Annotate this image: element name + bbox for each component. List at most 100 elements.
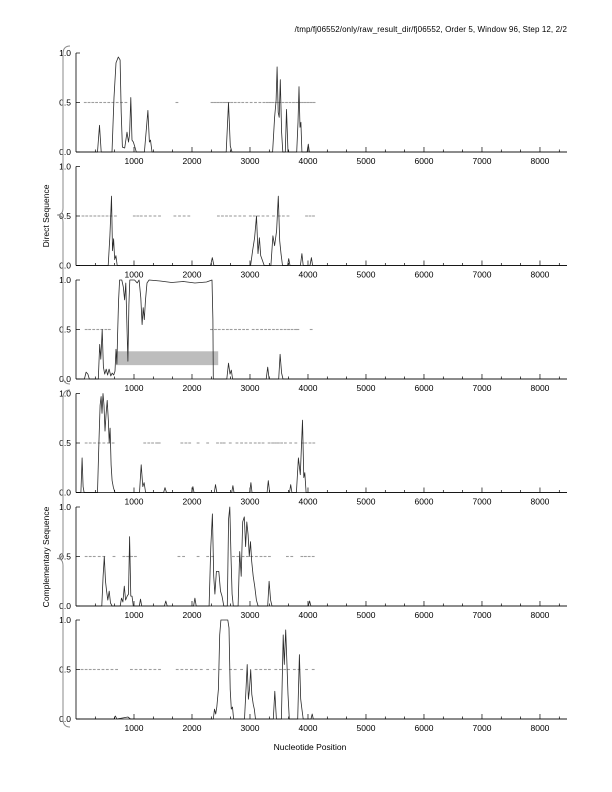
orf-marker — [95, 101, 98, 104]
x-tick-label: 5000 — [357, 383, 376, 393]
orf-marker — [240, 668, 243, 671]
orf-marker — [83, 101, 87, 104]
orf-marker — [216, 101, 220, 104]
orf-marker — [115, 668, 118, 671]
x-tick-label: 7000 — [473, 270, 492, 280]
orf-marker — [311, 555, 315, 558]
orf-marker — [283, 442, 287, 444]
orf-marker — [221, 328, 225, 331]
orf-marker — [222, 101, 226, 104]
orf-marker — [229, 215, 232, 217]
orf-marker — [87, 101, 91, 104]
orf-marker — [158, 215, 161, 217]
x-tick-label: 5000 — [357, 156, 376, 166]
orf-marker — [88, 328, 92, 331]
orf-marker — [132, 215, 136, 217]
y-tick-label: 1.0 — [59, 275, 71, 285]
x-tick-label: 6000 — [415, 497, 434, 507]
orf-marker — [130, 555, 134, 558]
probability-curve — [76, 279, 567, 380]
x-tick-label: 3000 — [241, 723, 260, 733]
orf-marker — [254, 101, 257, 104]
x-tick-label: 2000 — [183, 723, 202, 733]
orf-marker — [221, 215, 224, 217]
x-tick-label: 5000 — [357, 497, 376, 507]
orf-marker — [267, 442, 271, 444]
orf-marker — [187, 215, 191, 217]
y-tick-label: 0.0 — [59, 714, 71, 724]
orf-marker — [80, 668, 84, 671]
x-tick-label: 1000 — [125, 156, 144, 166]
y-tick-label: 0.0 — [59, 261, 71, 271]
orf-marker — [309, 328, 313, 331]
orf-marker — [236, 555, 240, 558]
x-tick-label: 6000 — [415, 270, 434, 280]
orf-marker — [84, 555, 88, 558]
probability-curve — [76, 56, 567, 153]
orf-marker — [112, 555, 116, 558]
orf-marker — [217, 328, 221, 331]
orf-marker — [288, 101, 292, 104]
orf-marker — [249, 442, 252, 444]
x-tick-label: 4000 — [299, 156, 318, 166]
orf-marker — [129, 668, 133, 671]
orf-marker — [93, 215, 97, 217]
y-tick-label: 0.5 — [59, 665, 71, 675]
y-tick-label: 0.0 — [59, 147, 71, 157]
orf-marker — [212, 668, 216, 671]
orf-marker — [292, 668, 296, 671]
x-tick-label: 1000 — [125, 610, 144, 620]
orf-marker — [99, 101, 103, 104]
orf-marker — [254, 555, 258, 558]
orf-marker — [199, 668, 203, 671]
orf-marker — [93, 442, 96, 444]
x-tick-label: 8000 — [531, 497, 550, 507]
orf-marker — [277, 442, 280, 444]
orf-marker — [265, 101, 269, 104]
orf-marker — [157, 442, 161, 444]
x-tick-label: 7000 — [473, 156, 492, 166]
orf-marker — [124, 101, 128, 104]
orf-marker — [279, 668, 282, 671]
orf-marker — [225, 328, 229, 331]
orf-marker — [285, 101, 288, 104]
orf-marker — [241, 555, 245, 558]
orf-marker — [144, 215, 147, 217]
orf-marker — [259, 668, 263, 671]
x-tick-label: 8000 — [531, 270, 550, 280]
orf-marker — [206, 555, 210, 558]
orf-marker — [295, 101, 299, 104]
orf-marker — [233, 215, 237, 217]
x-tick-label: 3000 — [241, 610, 260, 620]
y-tick-label: 0.0 — [59, 374, 71, 384]
x-tick-label: 1000 — [125, 270, 144, 280]
orf-marker — [88, 442, 92, 444]
orf-marker — [241, 101, 245, 104]
orf-marker — [253, 442, 257, 444]
orf-marker — [258, 101, 262, 104]
predicted-gene-highlight — [116, 351, 219, 366]
orf-marker — [294, 442, 298, 444]
x-tick-label: 3000 — [241, 270, 260, 280]
orf-marker — [272, 328, 275, 331]
orf-marker — [271, 442, 275, 444]
orf-marker — [151, 442, 154, 444]
orf-marker — [101, 215, 105, 217]
orf-marker — [306, 101, 310, 104]
orf-marker — [261, 215, 265, 217]
orf-marker — [190, 668, 193, 671]
orf-marker — [257, 442, 261, 444]
y-tick-label: 1.0 — [59, 502, 71, 512]
orf-marker — [260, 328, 263, 331]
y-tick-label: 0.5 — [59, 211, 71, 221]
orf-marker — [281, 101, 285, 104]
probability-curve — [76, 506, 567, 607]
orf-marker — [256, 215, 260, 217]
orf-marker — [111, 442, 115, 444]
orf-marker — [242, 328, 246, 331]
orf-marker — [268, 328, 271, 331]
x-tick-label: 7000 — [473, 497, 492, 507]
orf-marker — [84, 328, 88, 331]
orf-marker — [196, 555, 200, 558]
orf-marker — [102, 555, 106, 558]
